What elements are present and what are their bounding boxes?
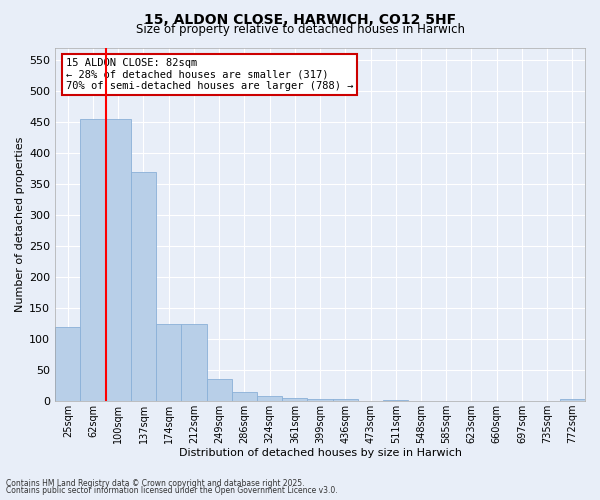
Text: Contains HM Land Registry data © Crown copyright and database right 2025.: Contains HM Land Registry data © Crown c… [6, 478, 305, 488]
Bar [232, 392, 257, 401]
Bar [106, 119, 131, 401]
Y-axis label: Number of detached properties: Number of detached properties [15, 136, 25, 312]
Bar [332, 399, 358, 401]
Bar [80, 119, 106, 401]
Bar [282, 398, 307, 401]
Bar [383, 400, 409, 401]
Text: Contains public sector information licensed under the Open Government Licence v3: Contains public sector information licen… [6, 486, 338, 495]
Bar [307, 398, 332, 401]
Bar [206, 380, 232, 401]
Text: 15 ALDON CLOSE: 82sqm
← 28% of detached houses are smaller (317)
70% of semi-det: 15 ALDON CLOSE: 82sqm ← 28% of detached … [66, 58, 353, 92]
Bar [55, 326, 80, 401]
Text: 15, ALDON CLOSE, HARWICH, CO12 5HF: 15, ALDON CLOSE, HARWICH, CO12 5HF [144, 12, 456, 26]
Bar [257, 396, 282, 401]
Bar [181, 324, 206, 401]
Bar [156, 324, 181, 401]
Text: Size of property relative to detached houses in Harwich: Size of property relative to detached ho… [136, 22, 464, 36]
Bar [560, 398, 585, 401]
Bar [131, 172, 156, 401]
X-axis label: Distribution of detached houses by size in Harwich: Distribution of detached houses by size … [179, 448, 461, 458]
